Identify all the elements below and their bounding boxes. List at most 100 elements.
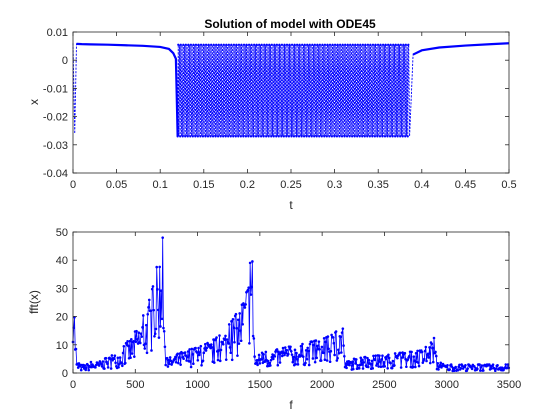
data-point <box>242 135 245 138</box>
data-point <box>239 339 243 343</box>
data-point <box>386 366 389 370</box>
data-point <box>371 367 375 370</box>
data-point <box>214 135 217 138</box>
data-point <box>386 135 389 138</box>
data-point <box>146 313 150 316</box>
data-point <box>84 368 88 372</box>
data-point <box>248 341 251 345</box>
data-point <box>330 135 333 138</box>
data-point <box>224 334 227 338</box>
data-point <box>303 43 306 46</box>
data-point <box>179 43 182 46</box>
data-point <box>198 353 201 357</box>
data-point <box>150 287 154 291</box>
data-point <box>318 135 321 138</box>
x-tick-label: 0.4 <box>414 179 429 191</box>
data-point <box>182 43 185 46</box>
data-point <box>361 43 364 46</box>
data-point <box>114 361 117 365</box>
data-point <box>244 135 248 138</box>
data-point <box>298 43 301 46</box>
data-point <box>382 361 386 364</box>
data-point <box>390 366 394 370</box>
data-point <box>384 43 387 46</box>
data-point <box>227 135 230 138</box>
data-point <box>168 356 172 359</box>
data-point <box>130 352 134 355</box>
data-point <box>209 343 213 346</box>
data-point <box>333 353 336 357</box>
data-point <box>277 350 280 353</box>
data-point <box>348 363 351 367</box>
data-point <box>333 135 336 138</box>
data-point <box>408 354 411 358</box>
y-tick-label: 0 <box>62 55 68 67</box>
data-point <box>227 342 230 345</box>
data-point <box>301 342 304 346</box>
data-point <box>427 356 431 359</box>
data-point <box>387 43 390 46</box>
data-point <box>110 354 114 357</box>
data-point <box>207 43 210 46</box>
data-point <box>222 135 225 138</box>
data-point <box>494 367 498 370</box>
data-point <box>320 135 323 138</box>
data-point <box>268 361 271 365</box>
y-tick-label: 20 <box>56 312 68 324</box>
data-point <box>314 339 318 342</box>
data-point <box>249 293 253 296</box>
data-point <box>360 363 363 366</box>
data-point <box>141 314 145 317</box>
data-point <box>199 135 202 138</box>
data-point <box>194 43 198 46</box>
data-point <box>120 361 123 365</box>
data-point <box>174 361 178 364</box>
data-point <box>161 236 164 239</box>
data-point <box>87 368 90 372</box>
data-point <box>168 362 171 366</box>
data-point <box>144 323 148 327</box>
data-point <box>385 355 389 358</box>
data-point <box>301 355 305 358</box>
data-point <box>301 43 304 46</box>
data-point <box>491 363 495 366</box>
data-point <box>300 135 303 138</box>
data-point <box>117 365 120 369</box>
data-point <box>278 43 281 46</box>
data-point <box>346 43 349 46</box>
data-point <box>391 135 394 138</box>
data-point <box>169 359 173 363</box>
data-point <box>290 135 293 138</box>
data-point <box>368 135 371 138</box>
data-point <box>404 135 407 138</box>
data-point <box>143 347 147 350</box>
data-point <box>183 351 187 354</box>
data-point <box>204 43 208 46</box>
data-point <box>153 332 157 336</box>
data-point <box>281 346 285 350</box>
data-point <box>424 345 428 349</box>
data-point <box>339 43 342 46</box>
data-point <box>317 340 321 343</box>
data-point <box>147 298 151 302</box>
data-point <box>403 351 407 355</box>
data-point <box>417 364 421 368</box>
data-point <box>304 349 308 352</box>
data-point <box>210 346 214 349</box>
data-point <box>158 265 161 269</box>
data-point <box>231 318 235 321</box>
data-point <box>308 342 312 346</box>
data-point <box>176 135 179 138</box>
data-point <box>454 365 457 369</box>
data-point <box>356 43 359 46</box>
data-point <box>234 135 237 138</box>
data-point <box>189 135 192 138</box>
data-point <box>470 367 474 371</box>
data-point <box>335 359 339 362</box>
data-point <box>199 43 203 46</box>
data-point <box>229 351 233 355</box>
data-point <box>312 343 315 347</box>
data-point <box>156 288 159 291</box>
data-point <box>267 135 270 138</box>
data-point <box>360 358 364 362</box>
